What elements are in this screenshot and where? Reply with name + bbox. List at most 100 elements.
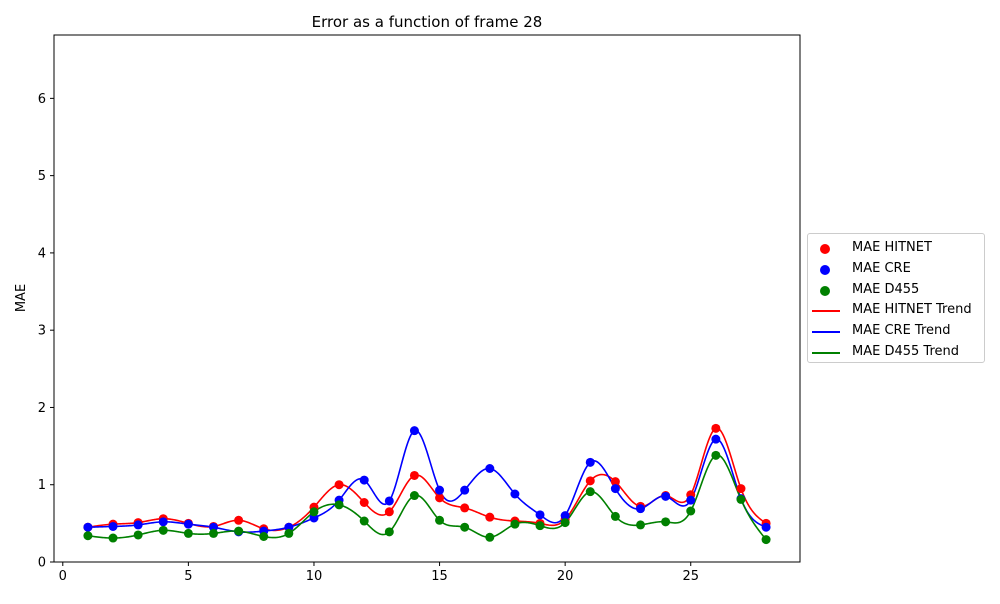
trend-line-0 xyxy=(87,427,767,532)
data-point-2 xyxy=(384,527,394,537)
data-point-0 xyxy=(610,477,620,487)
trend-line-2 xyxy=(87,454,767,541)
data-point-2 xyxy=(761,535,771,545)
legend-entry: MAE D455 Trend xyxy=(808,343,984,363)
data-point-1 xyxy=(83,522,93,532)
y-tick-label: 5 xyxy=(38,169,46,184)
data-point-1 xyxy=(460,485,470,495)
data-point-2 xyxy=(585,487,595,497)
x-tick-label: 0 xyxy=(59,569,67,584)
legend-label: MAE HITNET Trend xyxy=(852,302,972,318)
data-point-2 xyxy=(510,519,520,529)
data-point-1 xyxy=(485,464,495,473)
data-point-0 xyxy=(384,507,394,517)
data-point-2 xyxy=(460,522,470,532)
data-point-2 xyxy=(309,507,319,517)
legend-line-swatch xyxy=(812,331,840,334)
data-point-0 xyxy=(485,512,495,522)
data-point-1 xyxy=(711,434,721,444)
data-point-2 xyxy=(736,494,746,504)
legend-marker-swatch xyxy=(820,244,830,254)
data-point-2 xyxy=(259,532,269,541)
data-point-2 xyxy=(359,516,369,526)
data-point-2 xyxy=(133,530,143,540)
data-point-2 xyxy=(711,450,721,460)
data-point-1 xyxy=(108,521,118,531)
data-point-1 xyxy=(686,495,696,505)
y-tick-label: 6 xyxy=(38,92,46,107)
data-point-1 xyxy=(636,504,646,514)
data-point-0 xyxy=(585,476,595,486)
y-tick-label: 4 xyxy=(38,246,46,261)
data-point-1 xyxy=(560,511,570,521)
data-point-2 xyxy=(183,528,193,538)
data-point-1 xyxy=(661,491,671,501)
x-tick-label: 20 xyxy=(557,569,574,584)
plot-frame xyxy=(53,34,801,563)
data-point-2 xyxy=(284,528,294,538)
x-tick-label: 5 xyxy=(184,569,192,584)
legend-label: MAE HITNET xyxy=(852,240,932,255)
data-point-0 xyxy=(736,484,746,494)
y-axis-label: MAE xyxy=(14,284,29,312)
legend-label: MAE CRE xyxy=(852,260,911,276)
data-point-2 xyxy=(485,532,495,542)
data-point-1 xyxy=(384,496,394,506)
data-point-0 xyxy=(711,423,721,433)
y-tick-label: 0 xyxy=(38,556,46,571)
axis-layer: 0 5 10 15 20 25 0 1 2 3 4 5 6 xyxy=(38,92,699,584)
data-point-2 xyxy=(636,520,646,530)
data-point-2 xyxy=(409,491,419,501)
legend-entry: MAE HITNET xyxy=(808,239,984,259)
chart-title: Error as a function of frame 28 xyxy=(312,13,543,31)
trend-line-1 xyxy=(87,429,767,534)
x-tick-label: 25 xyxy=(682,569,699,584)
data-point-1 xyxy=(435,485,445,495)
data-point-2 xyxy=(208,528,218,538)
data-point-0 xyxy=(409,470,419,480)
data-point-2 xyxy=(234,526,244,536)
legend-label: MAE CRE Trend xyxy=(852,323,951,339)
data-point-0 xyxy=(460,503,470,513)
data-point-2 xyxy=(610,511,620,521)
legend-entry: MAE D455 xyxy=(808,281,984,301)
data-point-1 xyxy=(309,513,319,523)
data-point-1 xyxy=(585,457,595,467)
y-tick-label: 3 xyxy=(38,324,46,339)
legend-entry: MAE CRE xyxy=(808,260,984,280)
data-point-1 xyxy=(610,484,620,494)
data-point-2 xyxy=(560,518,570,528)
data-point-2 xyxy=(108,533,118,543)
legend-line-swatch xyxy=(812,352,840,354)
data-point-0 xyxy=(435,493,445,503)
data-point-1 xyxy=(409,426,419,436)
data-point-0 xyxy=(359,498,369,507)
data-point-2 xyxy=(83,531,93,541)
data-point-0 xyxy=(334,480,344,490)
data-point-2 xyxy=(158,525,168,535)
data-point-1 xyxy=(761,522,771,532)
data-point-2 xyxy=(686,506,696,516)
data-point-1 xyxy=(535,510,545,520)
data-point-2 xyxy=(661,517,671,527)
data-point-1 xyxy=(133,520,143,530)
x-tick-label: 10 xyxy=(306,569,323,584)
legend-label: MAE D455 Trend xyxy=(852,344,959,359)
data-point-1 xyxy=(158,517,168,527)
legend: MAE HITNET MAE CRE MAE D455 MAE HITNET Tren… xyxy=(807,233,985,363)
legend-label: MAE D455 xyxy=(852,281,920,297)
data-point-1 xyxy=(208,522,218,532)
data-point-0 xyxy=(234,515,244,525)
legend-marker-swatch xyxy=(820,264,830,275)
legend-marker-swatch xyxy=(820,285,830,296)
data-point-2 xyxy=(435,515,445,525)
series-layer xyxy=(83,423,771,545)
data-point-2 xyxy=(535,521,545,531)
x-tick-label: 15 xyxy=(431,569,448,584)
legend-entry: MAE HITNET Trend xyxy=(808,301,984,321)
y-tick-label: 1 xyxy=(38,478,46,493)
data-point-1 xyxy=(359,475,369,485)
legend-entry: MAE CRE Trend xyxy=(808,322,984,342)
